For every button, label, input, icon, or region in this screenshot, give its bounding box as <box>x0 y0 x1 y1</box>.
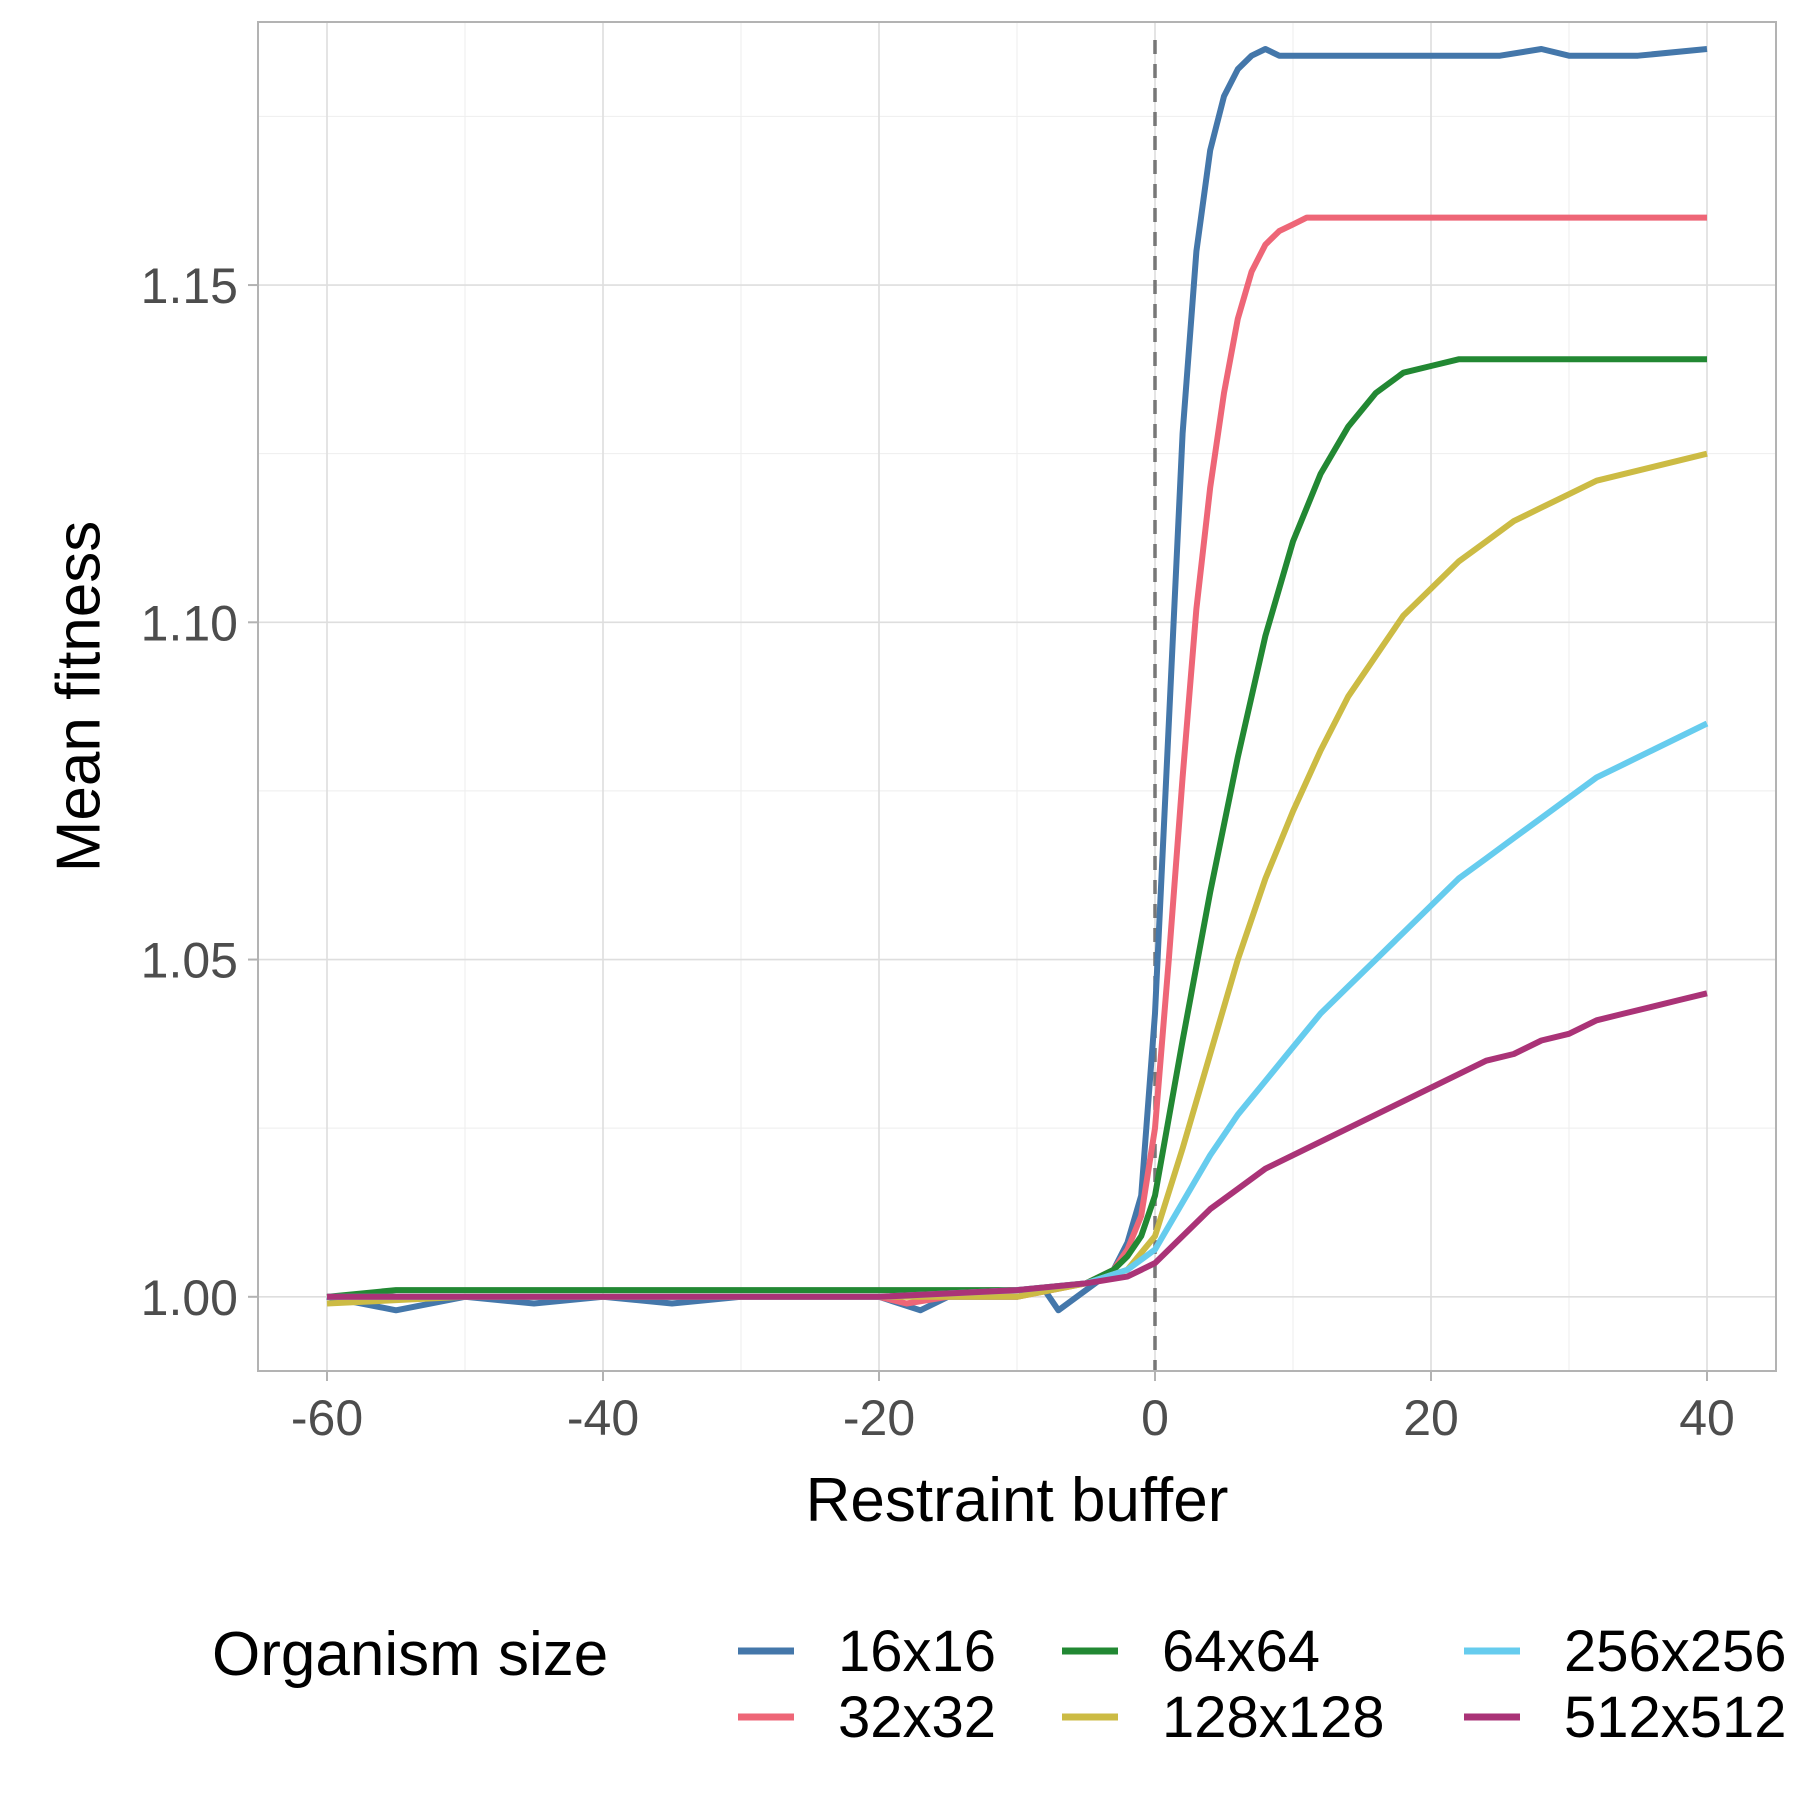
legend-label-128x128: 128x128 <box>1162 1685 1385 1750</box>
y-axis-title: Mean fitness <box>45 521 114 873</box>
plot-panel-border <box>257 21 1777 1372</box>
legend-label-16x16: 16x16 <box>838 1619 996 1684</box>
legend-title: Organism size <box>212 1620 608 1689</box>
x-tick-label: -40 <box>567 1390 639 1446</box>
legend-label-512x512: 512x512 <box>1564 1685 1787 1750</box>
legend-label-64x64: 64x64 <box>1162 1619 1320 1684</box>
x-tick-label: 20 <box>1403 1390 1459 1446</box>
legend-label-256x256: 256x256 <box>1564 1619 1787 1684</box>
series-layer <box>326 46 1709 1314</box>
series-line-128x128 <box>326 450 1708 1307</box>
series-line-64x64 <box>326 356 1707 1300</box>
x-tick-label: 0 <box>1141 1390 1169 1446</box>
y-tick-label: 1.10 <box>141 595 238 651</box>
series-line-512x512 <box>327 990 1708 1300</box>
x-tick-label: 40 <box>1679 1390 1735 1446</box>
y-tick-label: 1.05 <box>141 933 238 989</box>
axes: -60 -40 -20 0 20 40 1.00 1.05 1.10 1.15 <box>141 258 1735 1446</box>
x-tick-label: -20 <box>843 1390 915 1446</box>
y-tick-label: 1.15 <box>141 258 238 314</box>
x-axis-title: Restraint buffer <box>806 1466 1229 1535</box>
x-tick-label: -60 <box>291 1390 363 1446</box>
y-tick-label: 1.00 <box>141 1270 238 1326</box>
grid <box>258 22 1776 1371</box>
legend-label-32x32: 32x32 <box>838 1685 996 1750</box>
series-line-32x32 <box>327 214 1707 1307</box>
